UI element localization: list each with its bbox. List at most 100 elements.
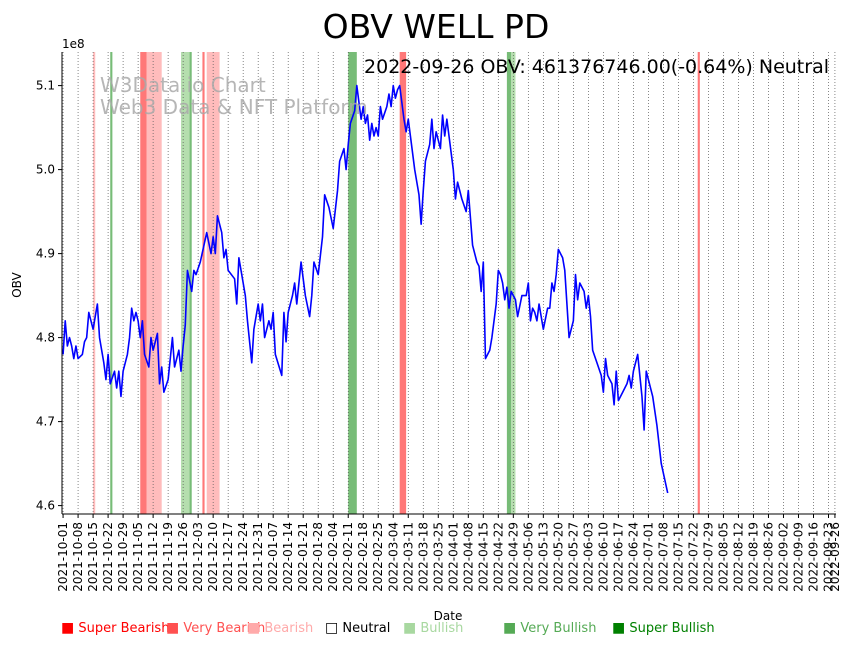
x-tick-label: 2021-10-01: [56, 522, 70, 592]
x-tick-label: 2022-06-03: [581, 522, 595, 592]
legend-label: Super Bullish: [629, 621, 715, 636]
signal-band-very-bearish: [140, 52, 147, 514]
x-tick-label: 2022-02-11: [341, 522, 355, 592]
x-tick-label: 2022-01-14: [281, 522, 295, 592]
x-tick-label: 2022-07-15: [671, 522, 685, 592]
y-tick-label: 4.8: [36, 331, 55, 345]
y-multiplier-label: 1e8: [62, 37, 85, 51]
x-axis-label: Date: [434, 609, 463, 623]
legend-item-bullish: ■ Bullish: [403, 620, 463, 636]
x-tick-label: 2021-10-15: [86, 522, 100, 592]
x-tick-label: 2022-06-10: [596, 522, 610, 592]
legend-label: Bearish: [264, 621, 314, 636]
x-tick-label: 2022-05-20: [551, 522, 565, 592]
x-tick-label: 2021-12-03: [191, 522, 205, 592]
legend-item-super-bearish: ■ Super Bearish: [61, 620, 169, 636]
signal-bands: [93, 52, 700, 514]
x-tick-label: 2022-03-18: [416, 522, 430, 592]
y-tick-label: 4.6: [36, 499, 55, 513]
chart-title: OBV WELL PD: [323, 7, 550, 46]
x-tick-label: 2022-01-07: [266, 522, 280, 592]
legend-item-very-bullish: ■ Very Bullish: [503, 620, 596, 636]
x-tick-label: 2022-08-26: [761, 522, 775, 592]
legend-label: Very Bearish: [183, 621, 266, 636]
y-tick-label: 4.9: [36, 247, 55, 261]
x-tick-label: 2022-07-01: [641, 522, 655, 592]
legend-item-bearish: ■ Bearish: [247, 620, 313, 636]
x-tick-label: 2022-04-01: [446, 522, 460, 592]
legend-item-very-bearish: ■ Very Bearish: [166, 620, 265, 636]
signal-band-bearish: [93, 52, 96, 514]
x-tick-label: 2022-09-23: [821, 522, 835, 592]
y-tick-label: 5.0: [36, 163, 55, 177]
x-tick-label: 2022-04-08: [461, 522, 475, 592]
legend-swatch: ■: [247, 620, 261, 636]
x-tick-label: 2022-05-13: [536, 522, 550, 592]
x-tick-label: 2022-01-21: [296, 522, 310, 592]
x-tick-label: 2021-10-08: [71, 522, 85, 592]
x-tick-label: 2022-01-28: [311, 522, 325, 592]
latest-value-annotation: 2022-09-26 OBV: 461376746.00(-0.64%) Neu…: [364, 56, 829, 78]
x-tick-label: 2022-07-08: [656, 522, 670, 592]
x-tick-label: 2022-09-09: [791, 522, 805, 592]
x-tick-label: 2022-04-22: [491, 522, 505, 592]
legend-label: Very Bullish: [520, 621, 597, 636]
x-tick-label: 2021-11-19: [161, 522, 175, 592]
x-tick-label: 2022-09-16: [806, 522, 820, 592]
x-tick-label: 2022-06-17: [611, 522, 625, 592]
x-tick-label: 2022-03-04: [386, 522, 400, 592]
legend-item-neutral: □ Neutral: [325, 620, 390, 636]
x-tick-label: 2022-08-19: [746, 522, 760, 592]
x-tick-label: 2021-11-12: [146, 522, 160, 592]
x-tick-label: 2022-07-29: [701, 522, 715, 592]
x-tick-label: 2022-02-25: [371, 522, 385, 592]
x-tick-label: 2021-12-31: [251, 522, 265, 592]
x-tick-label: 2022-08-05: [716, 522, 730, 592]
watermark-line-2: Web3 Data & NFT Platform: [100, 95, 368, 119]
x-tick-label: 2021-10-22: [101, 522, 115, 592]
x-tick-label: 2021-12-17: [221, 522, 235, 592]
legend-swatch: ■: [61, 620, 75, 636]
x-tick-label: 2022-06-24: [626, 522, 640, 592]
y-axis-label: OBV: [10, 271, 24, 297]
obv-line: [62, 84, 669, 494]
x-tick-label: 2022-09-26: [828, 522, 842, 592]
x-ticks: 2021-10-01 2021-10-08 2021-10-15 2021-10-22…: [56, 514, 842, 592]
y-ticks: 4.6 4.7 4.8 4.9 5.0 5.1: [36, 79, 62, 513]
x-tick-label: 2022-08-12: [731, 522, 745, 592]
x-tick-label: 2022-05-27: [566, 522, 580, 592]
data-layer: [62, 84, 669, 494]
signal-band-very-bullish: [348, 52, 357, 514]
x-tick-label: 2022-02-04: [326, 522, 340, 592]
legend-swatch: ■: [612, 620, 626, 636]
vertical-grid: [62, 52, 836, 514]
x-tick-label: 2022-07-22: [686, 522, 700, 592]
x-tick-label: 2022-04-15: [476, 522, 490, 592]
x-tick-label: 2022-05-06: [521, 522, 535, 592]
x-tick-label: 2022-02-18: [356, 522, 370, 592]
legend-label: Neutral: [342, 621, 391, 636]
legend-swatch: □: [325, 620, 339, 636]
x-tick-label: 2022-03-25: [431, 522, 445, 592]
legend-swatch: ■: [503, 620, 517, 636]
x-tick-label: 2022-04-29: [506, 522, 520, 592]
legend-swatch: ■: [403, 620, 417, 636]
signal-band-bearish: [146, 52, 162, 514]
signal-legend: ■ Super Bearish ■ Very Bearish ■ Bearish…: [0, 620, 855, 640]
y-tick-label: 5.1: [36, 79, 55, 93]
axes: [61, 52, 836, 515]
y-tick-label: 4.7: [36, 415, 55, 429]
legend-swatch: ■: [166, 620, 180, 636]
x-tick-label: 2021-12-10: [206, 522, 220, 592]
signal-band-bullish: [180, 52, 190, 514]
legend-item-super-bullish: ■ Super Bullish: [612, 620, 715, 636]
signal-band-very-bullish: [110, 52, 113, 514]
watermark-line-1: W3Data.io Chart: [100, 73, 266, 97]
x-tick-label: 2021-12-24: [236, 522, 250, 592]
x-tick-label: 2021-11-05: [131, 522, 145, 592]
signal-band-very-bearish: [399, 52, 407, 514]
x-tick-label: 2022-09-02: [776, 522, 790, 592]
x-tick-label: 2021-10-29: [116, 522, 130, 592]
signal-band-very-bearish: [202, 52, 205, 514]
